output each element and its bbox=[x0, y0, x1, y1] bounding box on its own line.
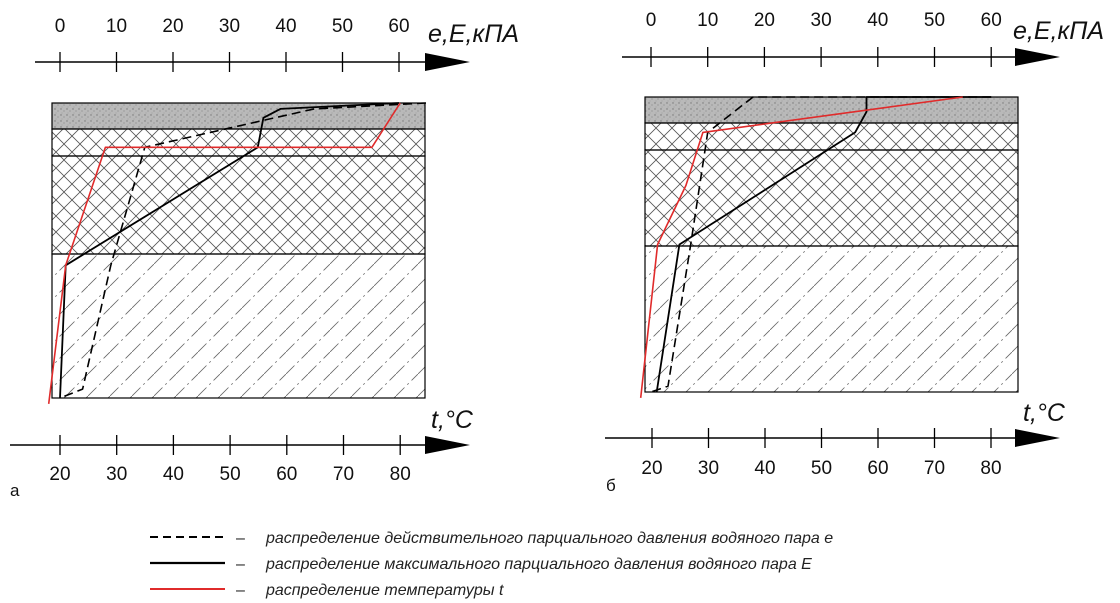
top-tick-label: 30 bbox=[219, 16, 240, 37]
panel-a: 0 10 20 30 40 50 60 e,E,кПА 20 30 40 50 60 70 80 t,°… bbox=[10, 16, 519, 500]
top-tick-label: 0 bbox=[55, 16, 66, 37]
layer-crosshatch-2 bbox=[644, 149, 1019, 247]
bottom-tick-label: 70 bbox=[924, 458, 945, 479]
top-tick-label: 40 bbox=[867, 10, 888, 31]
bottom-tick-label: 50 bbox=[811, 458, 832, 479]
layer-crosshatch-2 bbox=[51, 155, 426, 255]
panel-b-top-axis: 0 10 20 30 40 50 60 e,E,кПА bbox=[622, 10, 1104, 67]
panel-label: б bbox=[606, 476, 616, 495]
legend-item-e: – распределение действительного парциаль… bbox=[150, 530, 833, 547]
panel-a-layers bbox=[51, 102, 426, 399]
legend-label-E: распределение максимального парциального… bbox=[265, 556, 812, 573]
panel-b: 0 10 20 30 40 50 60 e,E,кПА 20 30 40 50 60 70 80 t,°… bbox=[605, 10, 1104, 495]
bottom-tick-label: 50 bbox=[220, 464, 241, 485]
layer-diagonal bbox=[644, 245, 1019, 393]
legend-dash: – bbox=[236, 556, 245, 573]
top-tick-label: 20 bbox=[754, 10, 775, 31]
bottom-tick-label: 30 bbox=[106, 464, 127, 485]
layer-concrete bbox=[644, 96, 1019, 124]
bottom-tick-label: 20 bbox=[641, 458, 662, 479]
bottom-tick-label: 40 bbox=[163, 464, 184, 485]
legend-dash: – bbox=[236, 582, 245, 599]
panel-label: а bbox=[10, 481, 20, 500]
top-tick-label: 30 bbox=[811, 10, 832, 31]
top-tick-label: 0 bbox=[646, 10, 657, 31]
layer-diagonal bbox=[51, 253, 426, 399]
layer-concrete bbox=[51, 102, 426, 130]
legend-label-e: распределение действительного парциально… bbox=[265, 530, 833, 547]
bottom-tick-label: 40 bbox=[754, 458, 775, 479]
top-tick-label: 50 bbox=[332, 16, 353, 37]
top-axis-arrow bbox=[1015, 48, 1060, 66]
layer-crosshatch-1 bbox=[51, 128, 426, 157]
top-axis-title: e,E,кПА bbox=[1013, 17, 1104, 45]
bottom-tick-label: 60 bbox=[276, 464, 297, 485]
panel-b-bottom-axis: 20 30 40 50 60 70 80 t,°C bbox=[605, 399, 1066, 479]
bottom-tick-label: 30 bbox=[698, 458, 719, 479]
panel-a-bottom-axis: 20 30 40 50 60 70 80 t,°C bbox=[10, 406, 474, 485]
top-tick-label: 50 bbox=[924, 10, 945, 31]
series-t-line bbox=[639, 96, 963, 398]
top-axis-arrow bbox=[425, 53, 470, 71]
legend-dash: – bbox=[236, 530, 245, 547]
panel-b-layers bbox=[644, 96, 1019, 393]
top-axis-title: e,E,кПА bbox=[428, 20, 519, 48]
top-tick-label: 60 bbox=[981, 10, 1002, 31]
bottom-tick-label: 70 bbox=[333, 464, 354, 485]
bottom-axis-ticks: 20 30 40 50 60 70 80 bbox=[49, 435, 411, 485]
top-tick-label: 10 bbox=[697, 10, 718, 31]
series-E-line bbox=[655, 96, 992, 393]
top-tick-label: 40 bbox=[275, 16, 296, 37]
top-tick-label: 10 bbox=[106, 16, 127, 37]
legend: – распределение действительного парциаль… bbox=[150, 530, 833, 599]
legend-item-t: – распределение температуры t bbox=[150, 582, 504, 599]
series-E-line bbox=[59, 102, 400, 399]
bottom-axis-ticks: 20 30 40 50 60 70 80 bbox=[641, 428, 1002, 479]
bottom-tick-label: 80 bbox=[390, 464, 411, 485]
bottom-axis-title: t,°C bbox=[1023, 399, 1066, 427]
bottom-tick-label: 80 bbox=[980, 458, 1001, 479]
bottom-tick-label: 20 bbox=[49, 464, 70, 485]
bottom-tick-label: 60 bbox=[867, 458, 888, 479]
top-axis-ticks: 0 10 20 30 40 50 60 bbox=[55, 16, 410, 72]
bottom-axis-title: t,°C bbox=[431, 406, 474, 434]
bottom-axis-arrow bbox=[1015, 429, 1060, 447]
bottom-axis-arrow bbox=[425, 436, 470, 454]
top-axis-ticks: 0 10 20 30 40 50 60 bbox=[646, 10, 1002, 67]
legend-item-E: – распределение максимального парциально… bbox=[150, 556, 812, 573]
legend-label-t: распределение температуры t bbox=[265, 582, 504, 599]
panel-b-series bbox=[639, 96, 992, 398]
panel-a-series bbox=[47, 102, 427, 404]
top-tick-label: 60 bbox=[388, 16, 409, 37]
series-t-line bbox=[47, 102, 401, 404]
panel-a-top-axis: 0 10 20 30 40 50 60 e,E,кПА bbox=[35, 16, 519, 72]
top-tick-label: 20 bbox=[162, 16, 183, 37]
